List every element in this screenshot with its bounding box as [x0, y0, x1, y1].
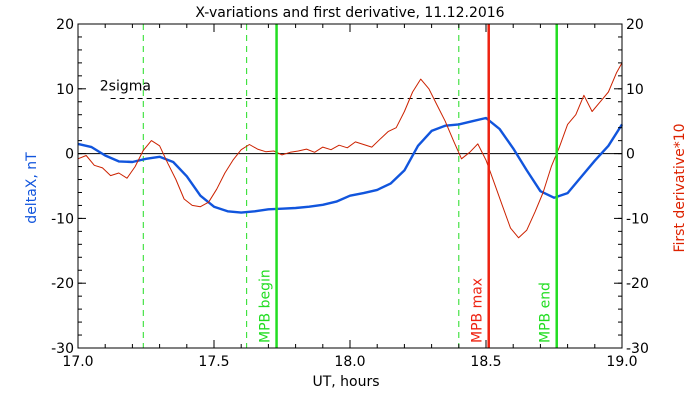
y-tick-label-right-3: 0 — [626, 147, 635, 163]
y-tick-label-right-2: -10 — [626, 211, 649, 227]
x-tick-label-3: 18.5 — [470, 354, 501, 370]
y-tick-label-right-5: 20 — [626, 17, 644, 33]
x-axis-label: UT, hours — [312, 374, 379, 390]
y-tick-label-right-1: -20 — [626, 276, 649, 292]
threshold-label: 2sigma — [100, 79, 151, 95]
series-line-deltaX — [77, 116, 624, 214]
y-axis-label-left: deltaX, nT — [24, 152, 40, 224]
y-tick-label-right-4: 10 — [626, 82, 644, 98]
marker-label-0: MPB begin — [258, 269, 274, 343]
x-tick-label-4: 19.0 — [606, 354, 637, 370]
marker-label-1: MPB max — [470, 278, 486, 343]
marker-label-2: MPB end — [538, 282, 554, 343]
y-tick-label-left-4: 10 — [56, 82, 74, 98]
y-tick-label-left-5: 20 — [56, 17, 74, 33]
series-line-derivative — [77, 62, 623, 239]
y-axis-label-right: First derivative*10 — [672, 123, 688, 252]
x-tick-label-0: 17.0 — [62, 354, 93, 370]
chart-title: X-variations and first derivative, 11.12… — [195, 5, 504, 21]
y-tick-label-right-0: -30 — [626, 341, 649, 357]
plot-area: 2sigma MPB begin MPB max MPB end 17.0 17.5 18.… — [51, 17, 649, 370]
x-tick-label-2: 18.0 — [334, 354, 365, 370]
y-tick-label-left-1: -20 — [51, 276, 74, 292]
y-tick-label-left-3: 0 — [65, 147, 74, 163]
x-tick-label-1: 17.5 — [198, 354, 229, 370]
y-tick-label-left-2: -10 — [51, 211, 74, 227]
y-tick-label-left-0: -30 — [51, 341, 74, 357]
